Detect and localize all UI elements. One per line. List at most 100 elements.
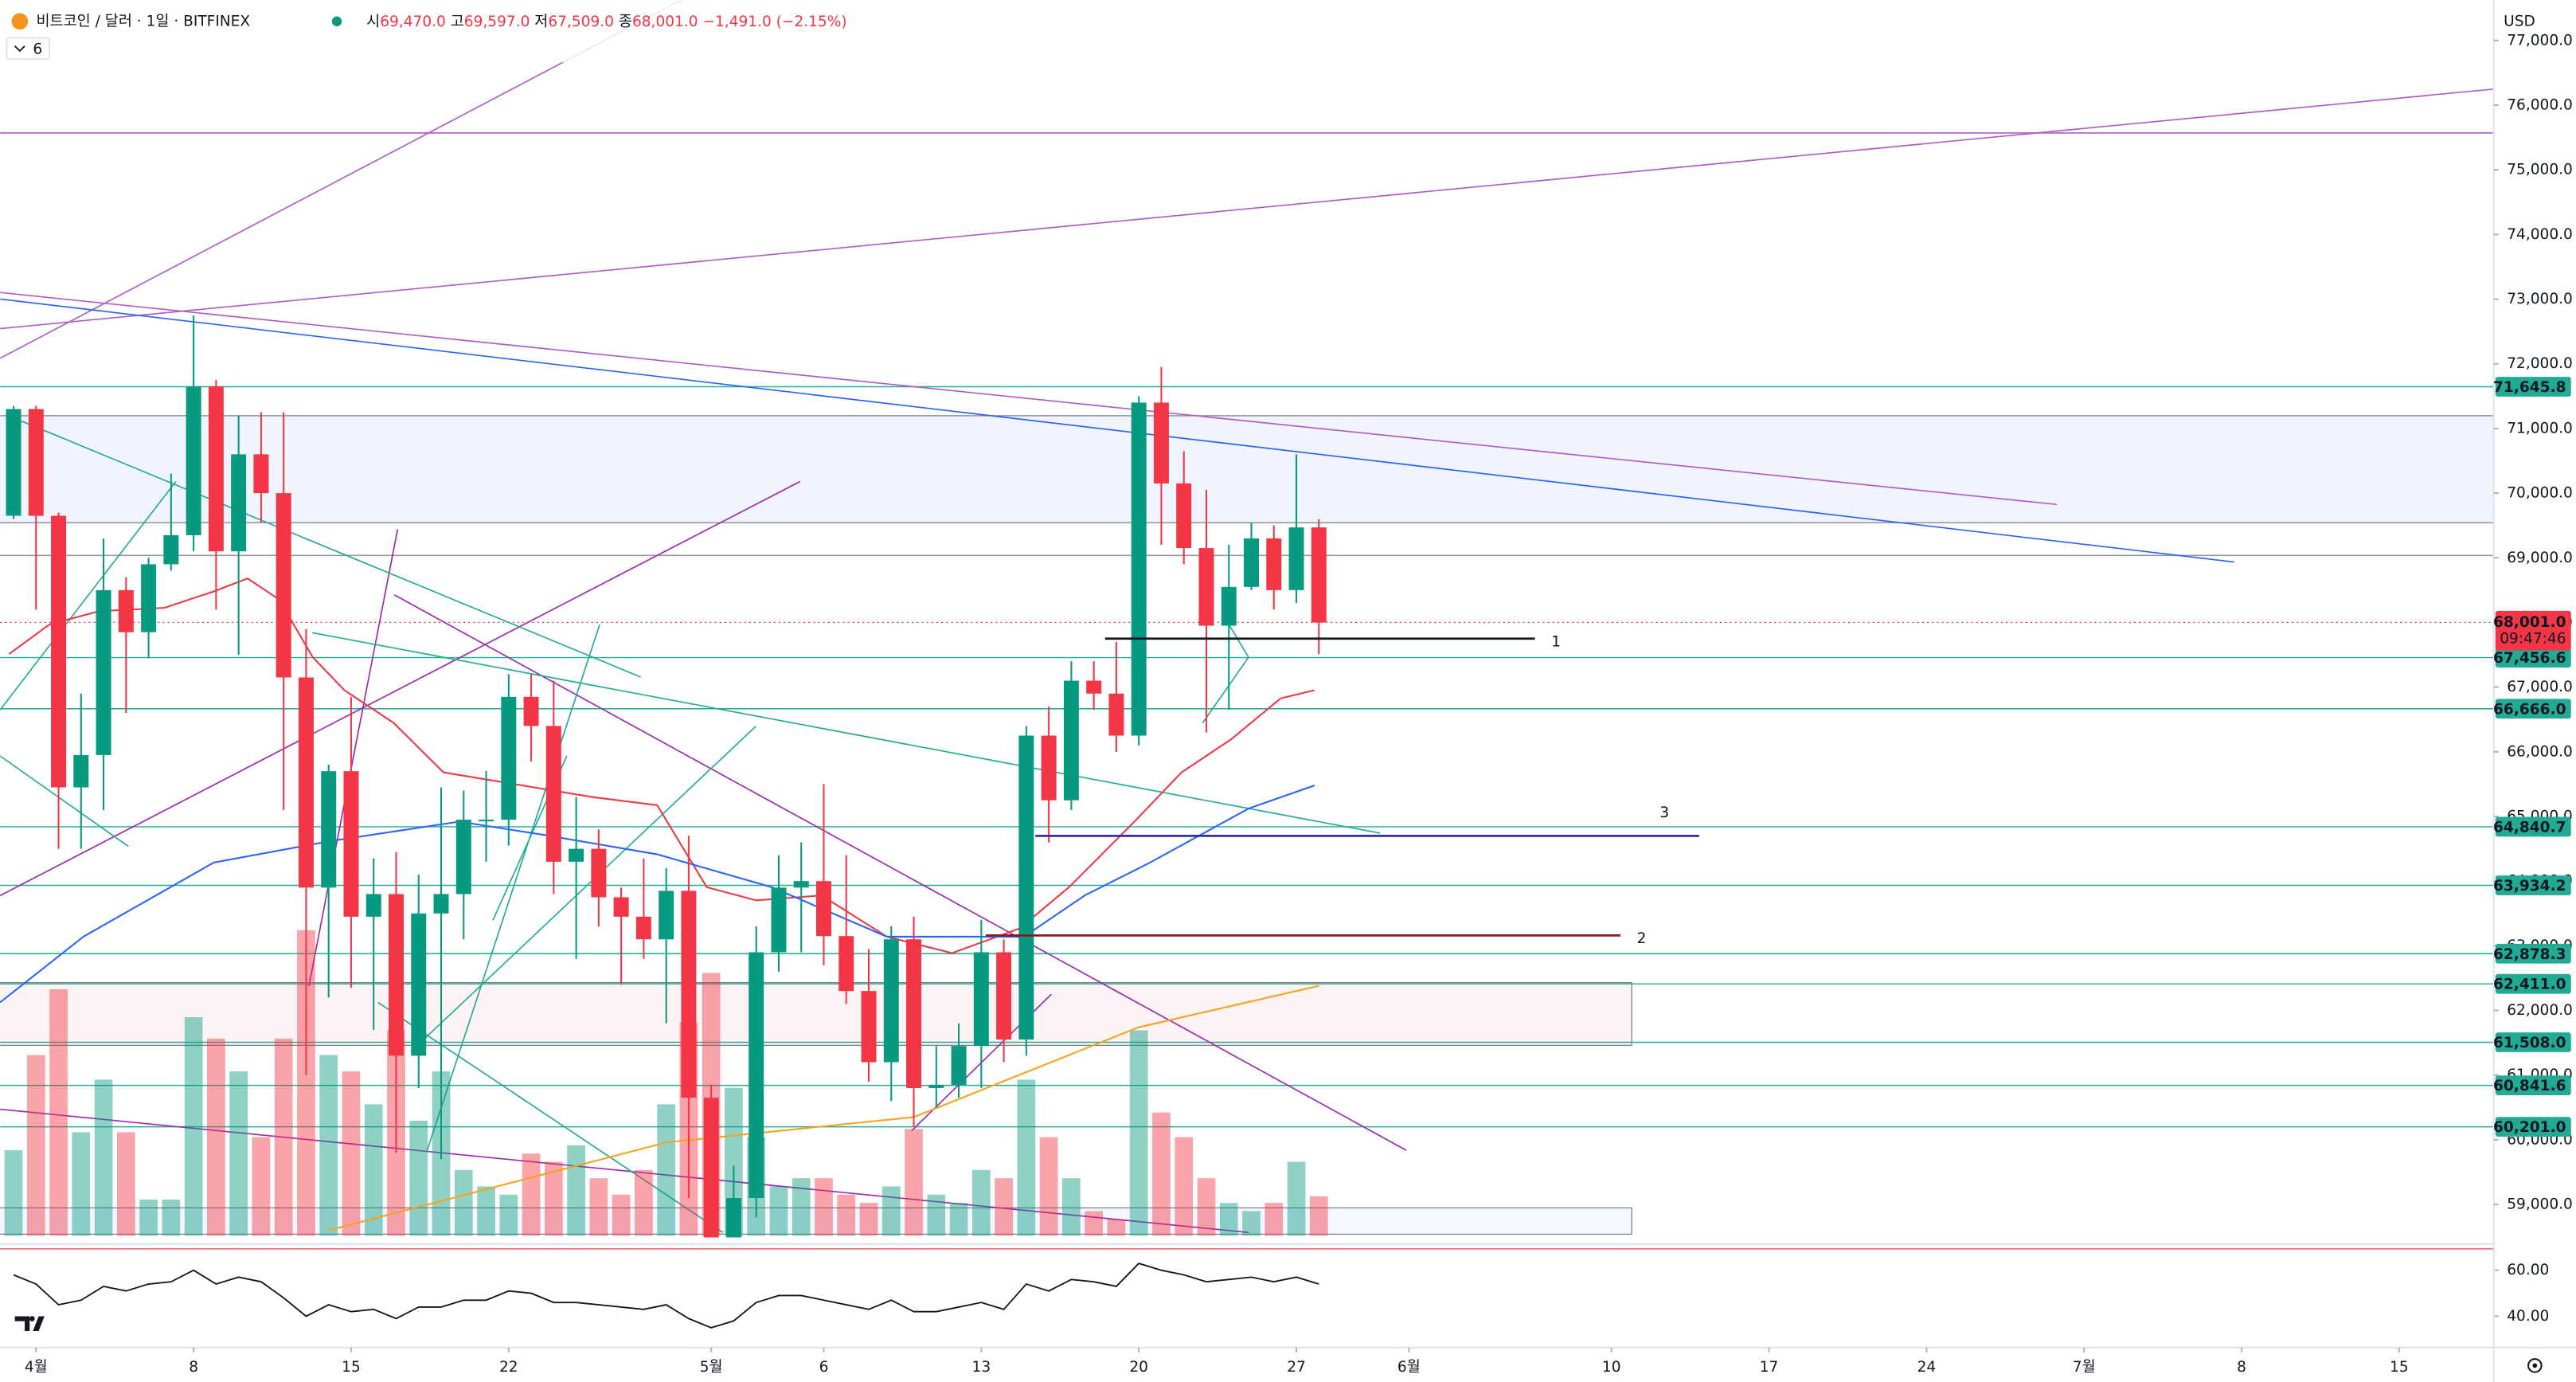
candle-body: [973, 952, 989, 1047]
indicator-toggle[interactable]: [6, 37, 51, 61]
candle-body: [96, 589, 111, 755]
volume-bar: [589, 1178, 608, 1236]
ohlc-label: 저: [534, 13, 548, 29]
candle-body: [569, 848, 584, 862]
level-label: 64,840.7: [2493, 819, 2566, 836]
ohlc-label: 시: [366, 13, 380, 29]
volume-bar: [1175, 1137, 1194, 1236]
candle-body: [1311, 527, 1327, 623]
candle-body: [365, 894, 381, 917]
candle-body: [635, 916, 651, 940]
candle-body: [725, 1197, 741, 1238]
candle-body: [883, 939, 899, 1063]
x-tick-label: 24: [1917, 1359, 1937, 1376]
y-tick-label: 77,000.0: [2507, 32, 2573, 49]
header-bg: [0, 0, 854, 63]
trendline: [308, 529, 399, 986]
candle-body: [186, 386, 201, 535]
volume-bar: [1107, 1219, 1126, 1236]
volume-bar: [342, 1071, 361, 1236]
trendline: [0, 88, 2494, 330]
ohlc-value: 69,597.0: [464, 13, 530, 29]
logo-dot: [29, 1316, 35, 1321]
rsi-tick-label: 60.00: [2507, 1262, 2549, 1278]
level-label: 66,666.0: [2493, 701, 2566, 718]
volume-bar: [1152, 1112, 1171, 1236]
candle-body: [681, 891, 697, 1098]
candle-body: [906, 939, 922, 1088]
rsi-tick-label: 40.00: [2507, 1308, 2549, 1325]
candle-body: [298, 677, 314, 888]
y-tick-label: 66,000.0: [2507, 743, 2573, 760]
trendline: [410, 726, 756, 1052]
annotation-label: 1: [1551, 633, 1561, 650]
candle-body: [838, 936, 854, 992]
candle-body: [28, 409, 44, 516]
volume-bar: [1085, 1211, 1103, 1236]
level-label-bg: [2495, 816, 2571, 837]
x-tick-label: 15: [342, 1359, 361, 1376]
volume-bar: [995, 1178, 1013, 1236]
volume-bar: [522, 1153, 541, 1236]
volume-bar: [1219, 1203, 1238, 1236]
axes: 59,000.060,000.061,000.062,000.063,000.0…: [25, 32, 2573, 1376]
volume-bar: [1017, 1079, 1036, 1236]
volume-bar: [612, 1194, 631, 1236]
volume-bar: [454, 1169, 473, 1236]
volume-bar: [1242, 1211, 1261, 1236]
y-tick-label: 67,000.0: [2507, 679, 2573, 695]
trendline: [1202, 656, 1249, 724]
candle-body: [1108, 693, 1124, 736]
y-tick-label: 69,000.0: [2507, 550, 2573, 566]
candle-body: [231, 454, 247, 552]
y-tick-label: 72,000.0: [2507, 355, 2573, 372]
level-label: 60,841.6: [2493, 1078, 2566, 1094]
candle-body: [1288, 527, 1304, 590]
ohlc-label: 고: [451, 13, 464, 29]
candle-body: [433, 894, 449, 914]
y-tick-label: 73,000.0: [2507, 291, 2573, 307]
volume-bar: [49, 989, 68, 1236]
candle-body: [816, 881, 831, 937]
candle-body: [861, 991, 877, 1063]
candle-body: [1198, 548, 1214, 626]
candle-body: [6, 409, 21, 516]
ohlc-value: 69,470.0: [380, 13, 446, 29]
level-label: 62,411.0: [2493, 977, 2566, 993]
volume-bar: [859, 1203, 878, 1236]
candle-body: [163, 534, 179, 565]
volume-bar: [971, 1169, 991, 1236]
annotation-label: 3: [1659, 805, 1669, 821]
volume-bar: [184, 1017, 203, 1236]
volume-bar: [207, 1038, 225, 1236]
candle-body: [951, 1046, 967, 1085]
level-label: 71,645.8: [2493, 379, 2566, 396]
candle-body: [1153, 402, 1169, 484]
candle-body: [479, 820, 494, 822]
ohlc-label: 종: [619, 13, 632, 29]
volume-bar: [94, 1079, 113, 1236]
volume-bar: [567, 1145, 585, 1236]
volume-bar: [635, 1169, 653, 1236]
countdown: 09:47:46: [2500, 631, 2566, 648]
symbol: 비트코인 / 달러 · 1일 · BITFINEX: [36, 13, 250, 29]
trendline: [311, 632, 1381, 834]
candle-body: [1086, 680, 1102, 694]
candle-body: [1131, 402, 1147, 736]
level-label: 63,934.2: [2493, 878, 2566, 895]
zone: [0, 1207, 1632, 1235]
candles: [6, 315, 1327, 1238]
y-tick-label: 70,000.0: [2507, 485, 2573, 502]
level-label-bg: [2495, 377, 2571, 397]
level-label: 60,201.0: [2493, 1119, 2566, 1136]
x-tick-label: 13: [972, 1359, 991, 1376]
y-tick-label: 59,000.0: [2507, 1196, 2573, 1213]
volume-bar: [162, 1200, 181, 1236]
settings-icon[interactable]: [2527, 1358, 2543, 1373]
trendline: [0, 480, 801, 897]
candle-body: [659, 891, 674, 940]
level-label-bg: [2495, 943, 2571, 964]
ohlc-value: 68,001.0: [632, 13, 698, 29]
ohlc-value: 67,509.0: [548, 13, 614, 29]
